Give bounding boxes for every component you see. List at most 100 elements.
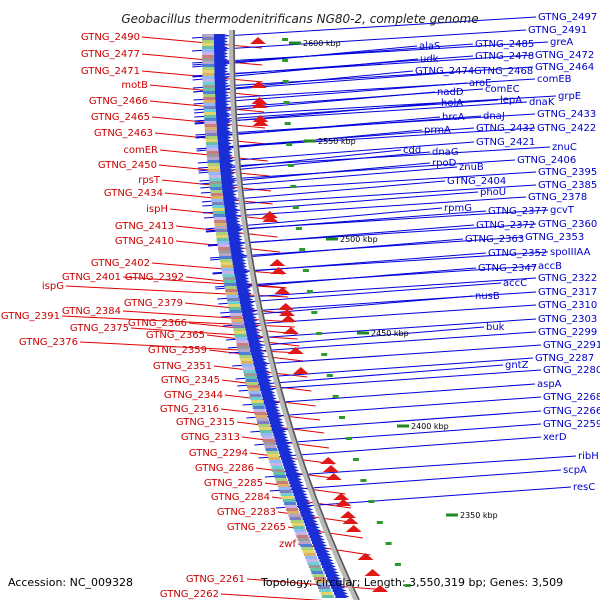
cog-band (218, 247, 230, 250)
cog-band (251, 403, 264, 406)
cds-arrow (222, 187, 237, 190)
rna-feature (394, 563, 401, 566)
cog-band (207, 166, 220, 169)
cds-arrow (234, 274, 249, 277)
gene-label-right: GTNG_2468 (474, 66, 533, 77)
cog-band (202, 76, 215, 79)
cog-band (268, 457, 281, 460)
cds-arrow (324, 571, 339, 574)
cds-arrow (216, 112, 230, 115)
cog-band (212, 211, 225, 214)
cog-band (226, 295, 239, 298)
cog-band (246, 382, 259, 385)
gene-arrow-minus (250, 37, 266, 44)
cog-band (202, 34, 214, 37)
cds-arrow (219, 157, 234, 160)
cog-band (265, 448, 278, 451)
gene-label-right: GTNG_2478 (475, 51, 534, 62)
gene-label-right: greA (550, 37, 573, 48)
cog-band (206, 151, 219, 154)
cds-arrow (325, 574, 340, 577)
cog-band (202, 82, 215, 85)
callout-line-right (209, 236, 524, 259)
cds-arrow (310, 538, 325, 541)
gene-arrow-minus (250, 81, 267, 88)
rna-feature (311, 311, 318, 314)
gene-label-left: GTNG_2376 (19, 337, 78, 348)
cds-arrow (308, 532, 323, 535)
cog-band (281, 496, 294, 499)
gene-arrow-minus (372, 585, 388, 592)
cds-arrow (266, 409, 281, 412)
cds-arrow (232, 259, 247, 262)
cds-arrow (228, 235, 243, 238)
cog-band (271, 466, 284, 469)
cds-arrow (221, 181, 236, 184)
cog-band (220, 262, 233, 265)
cds-arrow (244, 325, 259, 328)
rna-feature (290, 185, 297, 188)
gene-label-right: GTNG_2497 (538, 12, 597, 23)
cog-band (258, 424, 270, 427)
cog-band (264, 445, 277, 448)
cog-band (211, 202, 224, 205)
gene-arrow-minus (270, 267, 287, 274)
gene-label-right: GTNG_2353 (525, 232, 584, 243)
cds-arrow (295, 499, 310, 502)
gene-label-right: GTNG_2432 (476, 123, 535, 134)
cog-band (237, 346, 250, 349)
cds-arrow (219, 163, 234, 166)
cog-band (244, 376, 257, 379)
cds-arrow (216, 121, 231, 124)
cog-band (276, 481, 289, 484)
cds-arrow (285, 469, 300, 472)
cds-arrow (220, 175, 235, 178)
gene-arrow-minus (251, 101, 268, 108)
cds-arrow (233, 268, 248, 271)
gene-label-left: GTNG_2294 (189, 448, 248, 459)
cds-arrow (259, 385, 274, 388)
gene-label-right: GTNG_2421 (476, 137, 535, 148)
cog-band (251, 400, 264, 403)
cds-arrow (220, 169, 235, 172)
callout-line-right (196, 127, 475, 150)
cds-arrow (327, 577, 342, 580)
cog-band (202, 58, 215, 61)
cds-arrow (236, 286, 251, 289)
cog-band (288, 514, 301, 517)
cog-band (274, 475, 287, 478)
cds-arrow (287, 475, 302, 478)
gene-arrow-minus (277, 303, 294, 310)
cog-band (205, 133, 218, 136)
cds-arrow (214, 55, 229, 58)
cds-arrow (223, 202, 238, 205)
cds-arrow (225, 211, 239, 214)
cds-arrow (262, 394, 276, 397)
cog-band (320, 592, 333, 595)
gene-label-left: GTNG_2490 (81, 32, 140, 43)
cds-arrow (221, 178, 236, 181)
gene-label-right: GTNG_2422 (537, 123, 596, 134)
cds-arrow (215, 109, 230, 112)
cog-band (302, 550, 315, 553)
cds-arrow (227, 232, 242, 235)
cds-arrow (328, 580, 343, 583)
gene-label-right: GTNG_2291 (543, 340, 600, 351)
cds-arrow (215, 106, 230, 109)
rna-feature (282, 80, 289, 83)
cds-arrow (238, 295, 253, 298)
cds-arrow (216, 118, 231, 121)
callout-line-right (220, 291, 537, 314)
cog-band (210, 190, 223, 193)
gene-label-left: GTNG_2379 (124, 298, 183, 309)
cog-band (277, 484, 290, 487)
cds-arrow (214, 79, 229, 82)
gene-label-left: GTNG_2283 (217, 507, 276, 518)
backbone-outer-band (229, 30, 360, 600)
callout-line-right (198, 151, 431, 174)
gene-label-left: GTNG_2392 (125, 272, 184, 283)
cog-band (230, 313, 242, 316)
cog-band (259, 430, 272, 433)
cds-arrow (214, 64, 229, 67)
cds-arrow (251, 352, 266, 355)
